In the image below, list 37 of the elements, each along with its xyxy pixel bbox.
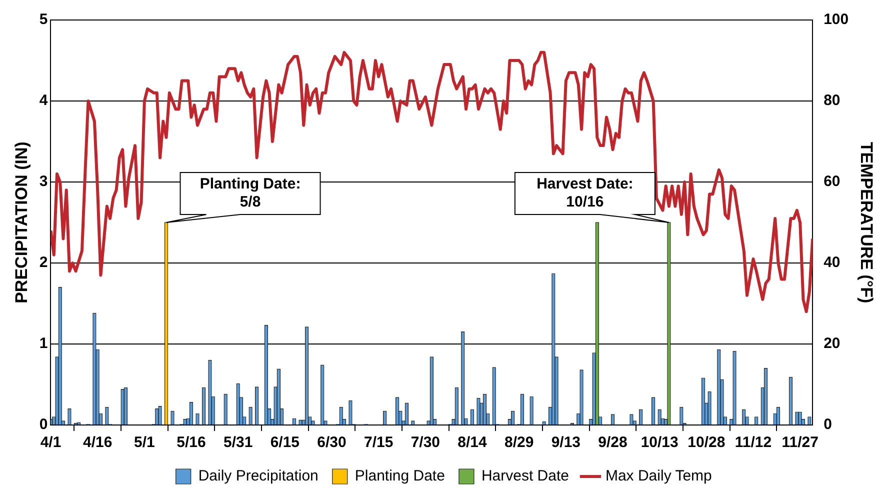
x-tick-label: 7/30	[410, 434, 440, 452]
y2-tick-label: 100	[824, 11, 849, 28]
y-tick-label: 5	[39, 11, 48, 28]
legend-label: Harvest Date	[481, 468, 569, 485]
x-tick-label: 5/1	[134, 434, 155, 452]
y-tick-label: 3	[39, 173, 48, 190]
x-tick-label: 5/16	[176, 434, 206, 452]
x-tick-label: 4/1	[40, 434, 62, 452]
x-tick-label: 7/15	[364, 434, 394, 452]
y-tick-label: 1	[39, 335, 48, 352]
x-tick-label: 8/14	[458, 434, 488, 452]
x-tick-label: 11/12	[734, 434, 772, 452]
y-tick-label: 4	[39, 92, 48, 110]
x-tick-label: 9/13	[551, 434, 581, 452]
legend-label: Planting Date	[354, 468, 445, 485]
annotation: Harvest Date: 10/16	[536, 176, 634, 211]
y-axis-title: PRECIPITATION (IN)	[12, 142, 31, 304]
x-tick-label: 10/13	[640, 434, 678, 452]
y2-tick-label: 80	[824, 92, 840, 110]
annotation: Planting Date: 5/8	[200, 176, 301, 211]
legend-label: Max Daily Temp	[605, 468, 712, 485]
x-tick-label: 6/30	[317, 434, 346, 452]
x-tick-label: 10/28	[688, 434, 726, 452]
y2-tick-label: 0	[824, 416, 832, 434]
x-tick-label: 4/16	[82, 434, 112, 452]
x-tick-label: 9/28	[598, 434, 628, 452]
y2-tick-label: 60	[824, 173, 840, 190]
y-tick-label: 0	[39, 416, 48, 434]
y-tick-label: 2	[39, 254, 48, 272]
y2-axis-title: TEMPERATURE (°F)	[857, 142, 876, 304]
x-tick-label: 8/29	[504, 434, 534, 452]
y2-tick-label: 40	[824, 254, 840, 272]
x-tick-label: 11/27	[782, 434, 818, 452]
x-tick-label: 6/15	[270, 434, 300, 452]
y2-tick-label: 20	[824, 335, 840, 352]
legend-label: Daily Precipitation	[198, 468, 318, 485]
x-tick-label: 5/31	[223, 434, 253, 452]
